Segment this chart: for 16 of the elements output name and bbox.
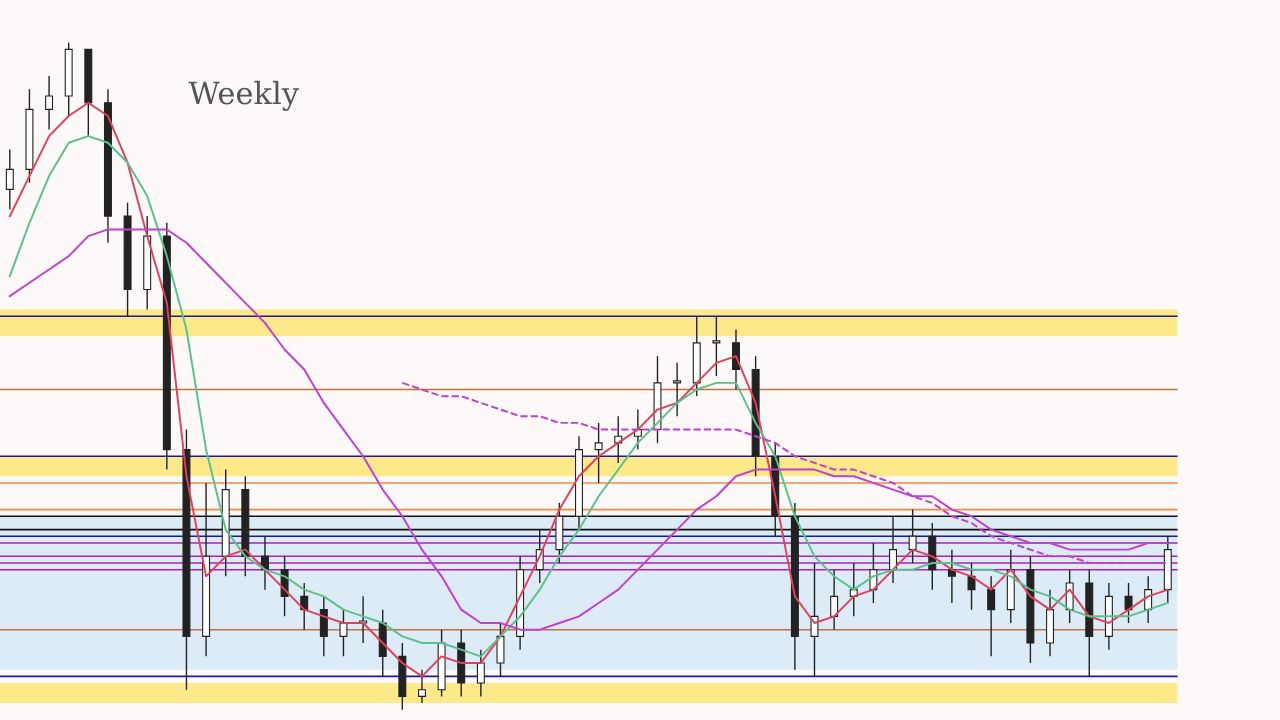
candlestick [987, 575, 996, 658]
candlestick [1124, 582, 1133, 624]
candlestick [908, 508, 917, 564]
candlestick [45, 75, 54, 131]
candlestick [830, 568, 839, 631]
candlestick [889, 515, 898, 584]
candlestick [476, 648, 485, 698]
candlestick [712, 315, 721, 377]
candlestick [339, 608, 348, 658]
candlestick [673, 362, 682, 417]
candlestick [417, 669, 426, 704]
candlestick [967, 562, 976, 611]
candlestick [810, 562, 819, 678]
candlestick [594, 422, 603, 484]
candlestick [5, 148, 14, 211]
annotation: Weekly [188, 80, 299, 111]
